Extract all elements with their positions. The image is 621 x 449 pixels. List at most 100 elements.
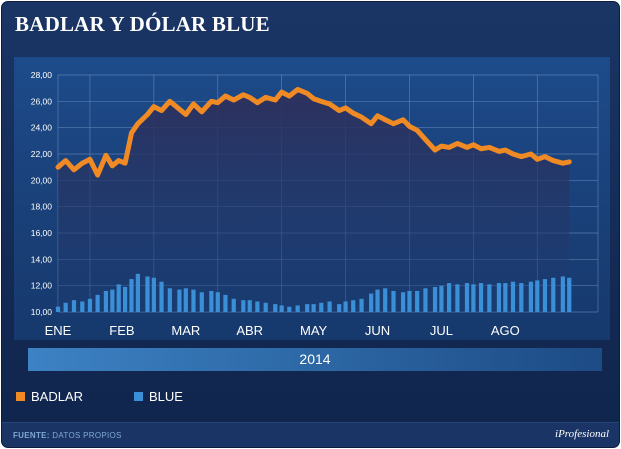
blue-bar: [423, 288, 428, 312]
blue-bar: [359, 298, 364, 312]
legend-swatch-badlar: [16, 391, 25, 401]
blue-bar: [263, 302, 268, 312]
x-tick-label: MAY: [300, 323, 328, 338]
blue-bar: [305, 304, 310, 312]
blue-bar: [55, 306, 61, 312]
blue-bar: [191, 289, 196, 312]
blue-bar: [63, 302, 68, 312]
x-tick-label: AGO: [491, 323, 520, 338]
blue-bar: [295, 305, 300, 312]
blue-bar: [129, 279, 134, 312]
blue-bar: [231, 298, 236, 312]
blue-bar: [455, 284, 460, 312]
blue-bar: [167, 288, 172, 312]
blue-bar: [535, 280, 540, 312]
blue-bar: [177, 289, 182, 312]
blue-bar: [95, 294, 100, 312]
blue-bar: [183, 288, 188, 312]
chart-title: BADLAR Y DÓLAR BLUE: [15, 12, 270, 36]
blue-bar: [319, 302, 324, 312]
blue-bar: [551, 277, 556, 312]
blue-bar: [122, 286, 128, 312]
source-value: DATOS PROPIOS: [52, 431, 122, 440]
y-tick-label: 12,00: [31, 281, 53, 291]
blue-bar: [478, 283, 484, 312]
legend-label-badlar: BADLAR: [31, 388, 84, 404]
blue-bar: [327, 301, 332, 312]
blue-bar: [273, 304, 278, 312]
blue-bar: [383, 288, 388, 312]
blue-bar: [528, 281, 534, 312]
chart-svg: 28,00 26,00 24,00 22,00 20,00 18,00 16,00 14,00…: [31, 70, 599, 338]
year-bar: 2014: [28, 348, 602, 371]
source-label: FUENTE:: [13, 431, 50, 440]
x-tick-label: MAR: [171, 323, 200, 338]
source-text: FUENTE: DATOS PROPIOS: [13, 431, 122, 440]
blue-bar: [199, 292, 204, 312]
blue-bar: [135, 273, 140, 312]
blue-bar: [375, 289, 380, 312]
y-tick-label: 16,00: [31, 228, 53, 238]
legend-label-blue: BLUE: [149, 388, 183, 404]
blue-bar: [151, 277, 156, 312]
blue-bar: [567, 277, 572, 312]
blue-bar: [391, 290, 396, 312]
blue-bar: [560, 276, 565, 312]
legend-swatch-blue: [134, 391, 143, 401]
y-tick-label: 28,00: [31, 70, 53, 80]
y-tick-label: 26,00: [31, 96, 53, 106]
blue-bar: [432, 286, 438, 312]
year-label: 2014: [299, 351, 331, 367]
x-tick-label: ENE: [45, 323, 72, 338]
blue-bar: [439, 285, 444, 312]
blue-bar: [519, 283, 524, 312]
legend-badlar: BADLAR: [16, 387, 83, 405]
y-tick-label: 22,00: [31, 149, 53, 159]
blue-bar: [471, 284, 476, 312]
blue-bar: [415, 290, 420, 312]
blue-bar: [223, 294, 228, 312]
badlar-line: [55, 86, 572, 178]
blue-bar: [542, 279, 548, 312]
blue-bar: [145, 276, 150, 312]
x-tick-label: JUN: [365, 323, 390, 338]
footer: FUENTE: DATOS PROPIOS iProfesional: [2, 422, 619, 447]
blue-bar: [311, 304, 316, 312]
blue-bar: [71, 300, 77, 312]
blue-bar: [369, 293, 374, 312]
blue-bar: [209, 290, 214, 312]
blue-bar: [279, 305, 284, 312]
blue-bar: [464, 283, 470, 312]
blue-bar: [80, 301, 85, 312]
blue-bar: [503, 283, 508, 312]
blue-bar: [247, 300, 252, 312]
y-tick-label: 18,00: [31, 202, 53, 212]
blue-bar: [116, 284, 121, 312]
y-tick-label: 10,00: [31, 307, 53, 317]
x-tick-label: JUL: [430, 323, 453, 338]
badlar-area: [58, 89, 570, 312]
blue-bar: [407, 290, 412, 312]
blue-bar: [343, 301, 348, 312]
blue-bar: [337, 304, 342, 312]
x-tick-label: FEB: [109, 323, 134, 338]
blue-bar: [215, 292, 220, 312]
blue-bar: [159, 281, 164, 312]
blue-bar: [110, 289, 115, 312]
x-tick-label: ABR: [236, 323, 263, 338]
blue-bar: [496, 283, 502, 312]
blue-bar: [255, 301, 260, 312]
y-tick-label: 20,00: [31, 175, 53, 185]
brand-logo: iProfesional: [555, 428, 609, 440]
blue-bar: [87, 298, 93, 312]
y-tick-label: 24,00: [31, 123, 53, 133]
blue-bar: [351, 300, 356, 312]
legend-blue: BLUE: [134, 387, 183, 405]
blue-bar: [103, 290, 109, 312]
blue-bar: [510, 281, 516, 312]
blue-bar: [400, 292, 406, 312]
y-tick-label: 14,00: [31, 254, 53, 264]
blue-bar: [287, 306, 292, 312]
blue-bar: [487, 284, 492, 312]
